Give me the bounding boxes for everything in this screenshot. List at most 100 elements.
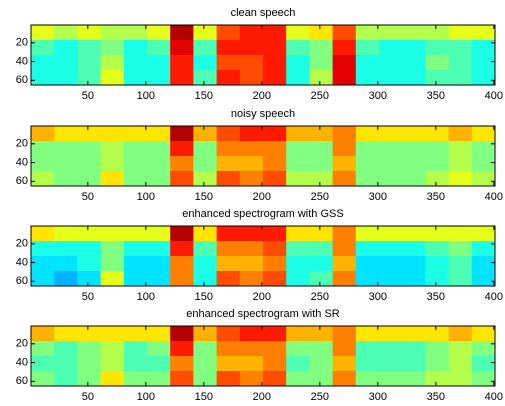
heat-cell	[355, 141, 380, 157]
heat-cell	[402, 341, 426, 357]
heat-cell	[170, 141, 194, 157]
x-tick-label: 400	[485, 391, 503, 403]
y-tick-label: 40	[16, 156, 28, 168]
x-tick-label: 50	[82, 191, 94, 203]
panel-title: enhanced spectrogram with SR	[186, 308, 340, 320]
heat-cell	[100, 156, 125, 172]
heat-cell	[31, 356, 55, 372]
heat-cell	[170, 70, 194, 86]
heat-cell	[239, 126, 264, 142]
heat-cell	[216, 271, 241, 287]
heat-cell	[100, 141, 125, 157]
heat-cell	[309, 356, 334, 372]
heat-cell	[355, 156, 380, 172]
heat-cell	[332, 126, 357, 142]
heat-cell	[379, 156, 403, 172]
heat-cell	[216, 356, 241, 372]
axes-frame	[30, 325, 496, 387]
heat-cell	[31, 70, 55, 86]
heat-cell	[471, 126, 496, 142]
heat-cell	[147, 70, 171, 86]
heat-cell	[425, 55, 450, 71]
heat-cell	[471, 371, 496, 387]
heat-cell	[286, 226, 310, 242]
heat-cell	[263, 241, 287, 257]
heat-cell	[402, 126, 426, 142]
heat-cell	[216, 256, 241, 272]
x-tick-label: 200	[253, 90, 271, 102]
heat-cell	[123, 141, 148, 157]
heat-cell	[100, 271, 125, 287]
x-tick-label: 100	[137, 291, 155, 303]
heat-cell	[332, 55, 357, 71]
x-tick-label: 300	[369, 291, 387, 303]
heat-cell	[239, 40, 264, 56]
heat-cell	[216, 40, 241, 56]
x-tick-label: 150	[195, 191, 213, 203]
heat-cell	[77, 126, 102, 142]
heat-cell	[471, 271, 496, 287]
heat-cell	[379, 356, 403, 372]
y-tick-label: 40	[16, 256, 28, 268]
axes-frame	[30, 24, 496, 86]
heat-cell	[193, 171, 218, 187]
heat-cell	[170, 126, 194, 142]
axes-frame	[30, 125, 496, 187]
heat-cell	[471, 171, 496, 187]
heat-cell	[448, 70, 473, 86]
heat-cell	[123, 70, 148, 86]
heat-cell	[54, 171, 78, 187]
heat-cell	[471, 141, 496, 157]
heat-cell	[379, 126, 403, 142]
heat-cell	[402, 371, 426, 387]
heat-cell	[147, 156, 171, 172]
heat-cell	[77, 326, 102, 342]
heat-cell	[355, 126, 380, 142]
heat-cell	[147, 171, 171, 187]
heat-cell	[193, 226, 218, 242]
heat-cell	[54, 326, 78, 342]
heat-cell	[448, 271, 473, 287]
heat-cell	[77, 156, 102, 172]
heat-cell	[31, 256, 55, 272]
x-tick-label: 350	[427, 291, 445, 303]
heat-cell	[239, 271, 264, 287]
heat-cell	[54, 226, 78, 242]
heat-cell	[239, 141, 264, 157]
heat-cell	[379, 326, 403, 342]
heat-cell	[147, 371, 171, 387]
heat-cell	[100, 326, 125, 342]
heat-cell	[263, 226, 287, 242]
heat-cell	[123, 55, 148, 71]
x-tick-label: 50	[82, 291, 94, 303]
heat-cell	[193, 55, 218, 71]
heat-cell	[448, 171, 473, 187]
heat-cell	[332, 171, 357, 187]
heat-cell	[332, 341, 357, 357]
heat-cell	[77, 70, 102, 86]
y-tick-label: 20	[16, 138, 28, 150]
heat-cell	[54, 126, 78, 142]
y-tick-label: 60	[16, 375, 28, 387]
heat-cell	[332, 356, 357, 372]
panel-title: enhanced spectrogram with GSS	[182, 208, 343, 220]
heat-cell	[147, 55, 171, 71]
heat-cell	[54, 271, 78, 287]
x-tick-label: 200	[253, 291, 271, 303]
heat-cell	[170, 171, 194, 187]
heat-cell	[471, 341, 496, 357]
heat-cell	[170, 40, 194, 56]
heat-cell	[170, 156, 194, 172]
heat-cell	[355, 25, 380, 41]
heat-cell	[355, 341, 380, 357]
heat-cell	[402, 70, 426, 86]
heat-cell	[402, 326, 426, 342]
heat-cell	[309, 326, 334, 342]
y-tick-label: 20	[16, 238, 28, 250]
heat-cell	[100, 341, 125, 357]
heat-cell	[402, 55, 426, 71]
heat-cell	[193, 326, 218, 342]
heat-cell	[286, 171, 310, 187]
x-tick-label: 350	[427, 191, 445, 203]
heat-cell	[425, 341, 450, 357]
